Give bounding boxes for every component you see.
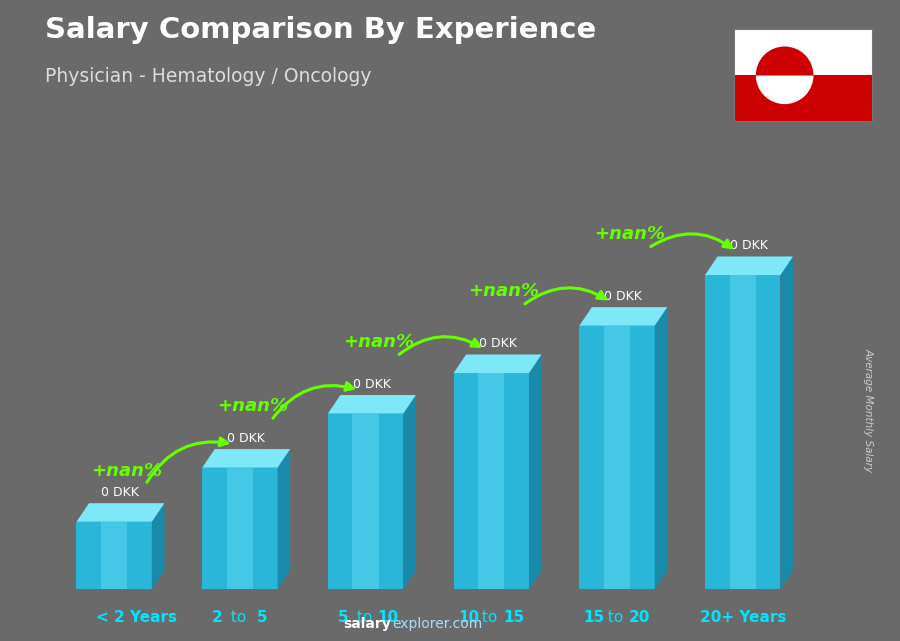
Polygon shape	[604, 326, 630, 589]
Polygon shape	[101, 522, 127, 589]
Text: Salary Comparison By Experience: Salary Comparison By Experience	[45, 16, 596, 44]
Text: 15: 15	[584, 610, 605, 624]
Text: +nan%: +nan%	[91, 462, 162, 479]
Text: 15: 15	[503, 610, 525, 624]
Text: 0 DKK: 0 DKK	[353, 378, 391, 391]
Text: salary: salary	[344, 617, 392, 631]
Text: Average Monthly Salary: Average Monthly Salary	[863, 348, 874, 472]
Polygon shape	[705, 275, 780, 589]
Polygon shape	[328, 413, 403, 589]
Text: <: <	[96, 610, 114, 624]
Text: 5: 5	[257, 610, 268, 624]
Polygon shape	[730, 275, 756, 589]
Polygon shape	[580, 326, 654, 589]
Text: 2: 2	[212, 610, 222, 624]
Text: 10: 10	[378, 610, 399, 624]
Polygon shape	[202, 468, 277, 589]
Polygon shape	[328, 395, 416, 413]
Polygon shape	[353, 413, 379, 589]
Text: 10: 10	[458, 610, 479, 624]
Polygon shape	[454, 354, 542, 373]
Text: +nan%: +nan%	[468, 283, 539, 301]
Text: +nan%: +nan%	[217, 397, 288, 415]
Text: to: to	[478, 610, 502, 624]
Polygon shape	[227, 468, 253, 589]
Polygon shape	[654, 307, 667, 589]
Wedge shape	[756, 75, 814, 104]
Text: +nan%: +nan%	[343, 333, 414, 351]
Text: 0 DKK: 0 DKK	[479, 337, 517, 351]
Text: 20: 20	[629, 610, 651, 624]
Polygon shape	[76, 522, 152, 589]
Polygon shape	[152, 503, 165, 589]
Wedge shape	[756, 47, 814, 75]
Text: to: to	[352, 610, 377, 624]
Text: 0 DKK: 0 DKK	[227, 432, 266, 445]
Polygon shape	[76, 503, 165, 522]
Polygon shape	[454, 373, 529, 589]
Polygon shape	[705, 256, 793, 275]
Text: +nan%: +nan%	[594, 225, 665, 243]
Text: to: to	[226, 610, 251, 624]
Polygon shape	[202, 449, 290, 468]
Text: 0 DKK: 0 DKK	[102, 486, 140, 499]
Text: 5: 5	[338, 610, 348, 624]
Text: 20+ Years: 20+ Years	[699, 610, 786, 624]
Text: 2 Years: 2 Years	[114, 610, 177, 624]
Text: to: to	[603, 610, 628, 624]
Polygon shape	[734, 29, 873, 75]
Text: explorer.com: explorer.com	[392, 617, 482, 631]
Polygon shape	[403, 395, 416, 589]
Polygon shape	[734, 75, 873, 122]
Polygon shape	[478, 373, 505, 589]
Polygon shape	[580, 307, 667, 326]
Polygon shape	[780, 256, 793, 589]
Polygon shape	[277, 449, 290, 589]
Text: Physician - Hematology / Oncology: Physician - Hematology / Oncology	[45, 67, 372, 87]
Text: 0 DKK: 0 DKK	[730, 239, 768, 253]
Text: 0 DKK: 0 DKK	[604, 290, 643, 303]
Polygon shape	[529, 354, 542, 589]
